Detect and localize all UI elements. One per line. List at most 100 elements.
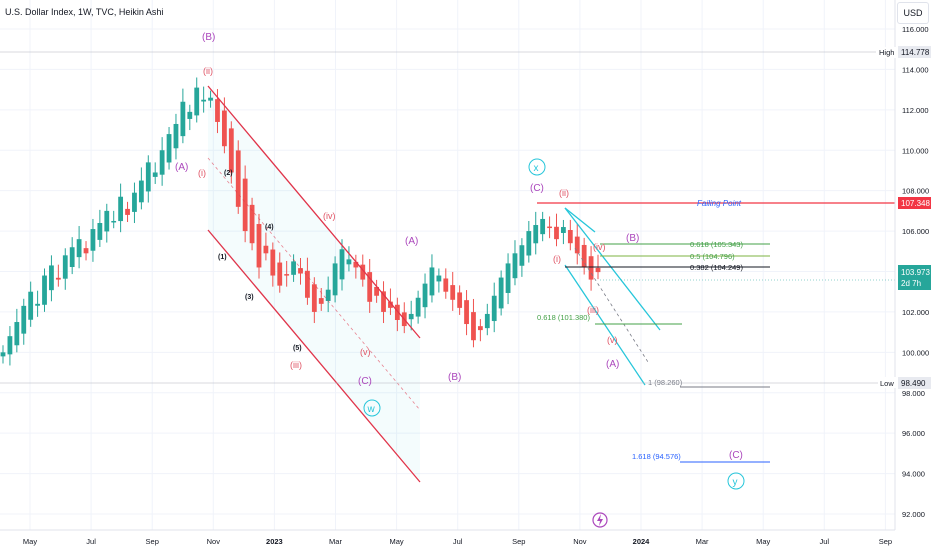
candle-body (21, 305, 27, 334)
y-tick-label: 108.000 (902, 187, 929, 196)
candle-body (422, 283, 428, 308)
candle-body (166, 134, 172, 163)
candle-body (498, 277, 504, 309)
channel-lower-left (207, 229, 421, 483)
y-tick-label: 116.000 (902, 25, 929, 34)
candle-body (97, 223, 103, 240)
candle-body (298, 268, 303, 274)
candle-body (242, 178, 248, 232)
svg-text:w: w (367, 404, 376, 415)
wave-label: (i) (553, 254, 561, 264)
candle-body (346, 259, 352, 265)
candle-body (540, 218, 546, 235)
wave-label: (iii) (587, 305, 599, 315)
candle-body (249, 204, 255, 244)
candle-body (194, 87, 200, 116)
candle-body (367, 272, 373, 302)
high-tag: High 114.778 (876, 46, 931, 58)
candle-body (159, 150, 165, 175)
candle-body (491, 295, 497, 322)
y-tick-label: 96.000 (902, 429, 925, 438)
wave-label: (iv) (593, 242, 606, 252)
candle-body (180, 101, 186, 137)
candle-body (408, 313, 414, 320)
x-tick-label: Jul (820, 537, 830, 546)
candle-body (111, 220, 117, 223)
x-tick-label: Sep (879, 537, 892, 546)
fib-618-low-label: 0.618 (101.380) (537, 313, 590, 322)
candle-body (221, 110, 227, 147)
channel-upper-left (207, 85, 421, 339)
fib-382-label: 0.382 (104.249) (690, 263, 743, 272)
candle-body (305, 270, 310, 298)
last-price-tag: 103.973 2d 7h (898, 265, 931, 290)
candle-body (519, 245, 525, 266)
wave-label: (5) (293, 345, 302, 352)
candle-body (0, 352, 6, 357)
channel-upper-right (564, 207, 661, 331)
y-tick-label: 106.000 (902, 227, 929, 236)
svg-text:x: x (534, 163, 539, 174)
candle-body (450, 285, 456, 300)
circled-label-w: w (363, 399, 381, 417)
y-tick-label: 114.000 (902, 65, 929, 74)
svg-text:107.348: 107.348 (901, 199, 930, 208)
wave-label: (iv) (323, 211, 336, 221)
fail-tag: 107.348 (898, 197, 931, 209)
candle-body (270, 249, 276, 276)
y-tick-label: 110.000 (902, 146, 929, 155)
fib-1-label: 1 (98.260) (648, 378, 683, 387)
candle-body (595, 267, 601, 273)
candle-body (388, 301, 393, 308)
wave-label: (B) (626, 233, 639, 244)
fib-618-up-label: 0.618 (105.343) (690, 240, 743, 249)
candle-body (187, 111, 193, 119)
channel-top-right (564, 207, 596, 233)
x-tick-label: Sep (512, 537, 525, 546)
channel-mid-left (207, 157, 421, 411)
wave-label: (v) (607, 335, 618, 345)
candle-body (69, 247, 75, 268)
y-tick-label: 112.000 (902, 106, 929, 115)
event-flash-icon[interactable] (592, 512, 608, 528)
y-tick-label: 98.000 (902, 389, 925, 398)
candle-body (533, 225, 539, 244)
x-tick-label: 2024 (633, 537, 651, 546)
x-tick-label: Nov (573, 537, 587, 546)
candle-body (235, 150, 241, 207)
candle-body (471, 312, 476, 341)
channel-lower-right (564, 264, 646, 386)
wave-label: (C) (358, 376, 372, 387)
wave-label: (C) (530, 183, 544, 194)
wave-label: (2) (224, 170, 233, 177)
svg-text:2d 7h: 2d 7h (901, 279, 921, 288)
wave-label: (3) (245, 294, 254, 301)
x-tick-label: Jul (86, 537, 96, 546)
candle-body (477, 326, 483, 331)
time-axis[interactable]: May Jul Sep Nov 2023 Mar May Jul Sep Nov 2024 Mar Ma… (0, 529, 895, 546)
wave-label: (C) (729, 450, 743, 461)
wave-label: (A) (175, 162, 188, 173)
candle-body (173, 123, 179, 149)
wave-label: (ii) (203, 66, 213, 76)
x-tick-label: Sep (146, 537, 159, 546)
candle-body (35, 303, 40, 306)
candle-body (526, 231, 532, 256)
candle-body (145, 162, 151, 192)
candle-body (62, 255, 68, 279)
candle-body (318, 298, 324, 304)
price-axis[interactable]: 116.000 114.000 112.000 110.000 108.000 106.0… (894, 0, 929, 530)
candle-body (125, 208, 130, 215)
svg-text:High: High (879, 48, 894, 57)
candle-body (429, 267, 435, 296)
candle-body (83, 248, 89, 254)
failing-point-label: Failing Point (697, 199, 742, 208)
candle-body (311, 284, 317, 312)
candle-body (374, 286, 380, 296)
svg-text:98.490: 98.490 (901, 379, 926, 388)
currency-selector[interactable]: USD (897, 2, 929, 24)
svg-text:103.973: 103.973 (901, 268, 930, 277)
grid (0, 0, 895, 530)
